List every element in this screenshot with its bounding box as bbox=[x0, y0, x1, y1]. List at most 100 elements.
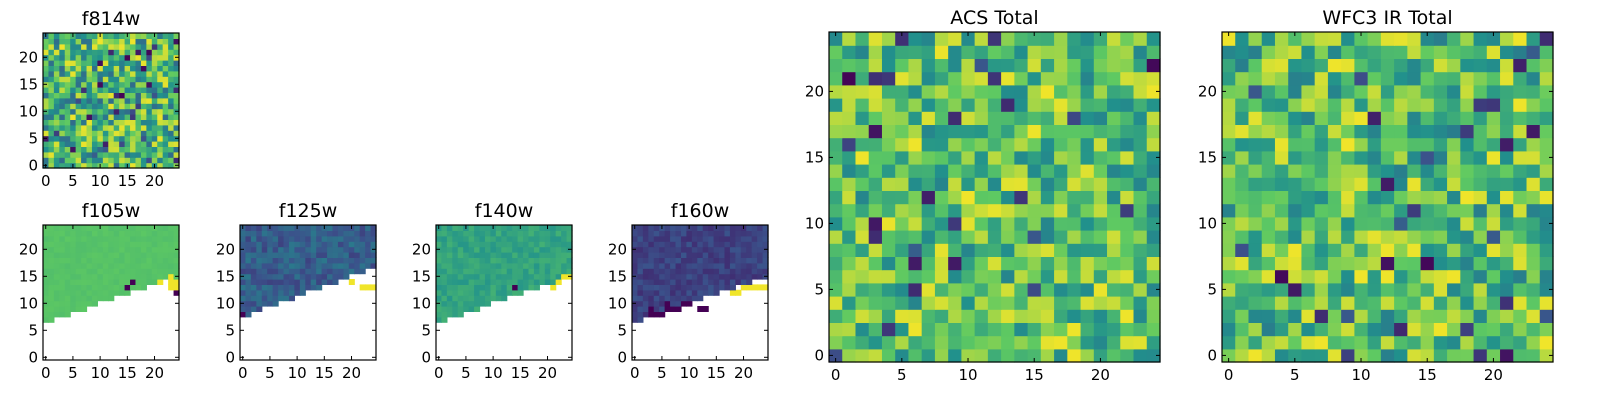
heatmap-cell bbox=[48, 273, 55, 280]
heatmap-cell bbox=[697, 273, 704, 280]
heatmap-cell bbox=[1027, 282, 1042, 297]
heatmap-cell bbox=[921, 124, 936, 139]
heatmap-cell bbox=[1274, 164, 1289, 178]
heatmap-cell bbox=[1261, 111, 1276, 125]
heatmap-cell bbox=[59, 225, 66, 231]
heatmap-cell bbox=[1133, 190, 1148, 205]
heatmap-cell bbox=[506, 252, 513, 258]
heatmap-cell bbox=[1539, 322, 1554, 337]
heatmap-cell bbox=[484, 252, 491, 258]
heatmap-cell bbox=[1513, 309, 1528, 323]
heatmap-cell bbox=[948, 269, 962, 284]
axes-frame bbox=[239, 224, 377, 361]
heatmap-cell bbox=[908, 269, 923, 284]
y-tick-label: 0 bbox=[225, 348, 235, 366]
heatmap-cell bbox=[48, 316, 55, 323]
heatmap-cell bbox=[97, 70, 104, 77]
heatmap-cell bbox=[64, 114, 71, 120]
heatmap-cell bbox=[86, 114, 93, 120]
heatmap-cell bbox=[1539, 177, 1554, 191]
heatmap-cell bbox=[436, 268, 443, 275]
heatmap-cell bbox=[868, 256, 883, 271]
heatmap-cell bbox=[70, 119, 77, 126]
heatmap-cell bbox=[146, 81, 153, 88]
heatmap-cell bbox=[517, 257, 524, 264]
heatmap-cell bbox=[1054, 45, 1068, 59]
heatmap-cell bbox=[517, 230, 524, 237]
heatmap-cell bbox=[113, 235, 120, 242]
heatmap-cell bbox=[987, 137, 1002, 152]
heatmap-cell bbox=[441, 235, 448, 242]
heatmap-cell bbox=[157, 119, 164, 126]
heatmap-cell bbox=[1526, 58, 1541, 73]
heatmap-cell bbox=[157, 157, 164, 164]
heatmap-cell bbox=[757, 235, 764, 242]
heatmap-cell bbox=[370, 241, 377, 248]
heatmap-cell bbox=[81, 252, 88, 258]
heatmap-cell bbox=[1301, 269, 1316, 284]
heatmap-cell bbox=[140, 114, 147, 120]
heatmap-cell bbox=[1235, 256, 1250, 271]
heatmap-cell bbox=[162, 92, 169, 99]
heatmap-cell bbox=[108, 70, 115, 77]
heatmap-cell bbox=[135, 141, 142, 147]
heatmap-cell bbox=[762, 262, 769, 269]
heatmap-cell bbox=[91, 81, 98, 88]
heatmap-cell bbox=[1526, 124, 1541, 139]
heatmap-cell bbox=[881, 322, 896, 337]
heatmap-cell bbox=[162, 103, 169, 110]
heatmap-cell bbox=[135, 135, 142, 142]
heatmap-cell bbox=[332, 241, 339, 248]
heatmap-cell bbox=[1539, 309, 1554, 323]
heatmap-cell bbox=[1080, 282, 1095, 297]
heatmap-cell bbox=[151, 76, 158, 83]
heatmap-cell bbox=[452, 225, 459, 231]
heatmap-cell bbox=[1120, 58, 1135, 73]
heatmap-cell bbox=[130, 97, 137, 104]
heatmap-cell bbox=[75, 114, 82, 120]
heatmap-cell bbox=[135, 33, 142, 39]
heatmap-cell bbox=[1327, 150, 1342, 165]
heatmap-cell bbox=[1067, 256, 1082, 271]
heatmap-cell bbox=[680, 295, 687, 302]
heatmap-cell bbox=[1146, 282, 1161, 297]
heatmap-cell bbox=[168, 279, 175, 285]
heatmap-cell bbox=[86, 225, 93, 231]
heatmap-cell bbox=[555, 225, 562, 231]
heatmap-cell bbox=[75, 230, 82, 237]
heatmap-cell bbox=[632, 252, 639, 258]
heatmap-cell bbox=[653, 246, 660, 253]
heatmap-cell bbox=[1120, 216, 1135, 231]
heatmap-cell bbox=[135, 225, 142, 231]
heatmap-cell bbox=[64, 92, 71, 99]
heatmap-cell bbox=[517, 246, 524, 253]
heatmap-cell bbox=[653, 241, 660, 248]
y-tick-label: 5 bbox=[814, 280, 824, 298]
heatmap-cell bbox=[829, 269, 843, 284]
heatmap-cell bbox=[119, 162, 126, 169]
heatmap-cell bbox=[1274, 203, 1289, 218]
heatmap-cell bbox=[1222, 58, 1236, 73]
heatmap-cell bbox=[1447, 177, 1461, 191]
heatmap-cell bbox=[1235, 177, 1250, 191]
heatmap-cell bbox=[533, 246, 540, 253]
heatmap-cell bbox=[70, 151, 77, 158]
heatmap-cell bbox=[495, 241, 502, 248]
heatmap-cell bbox=[1120, 256, 1135, 271]
heatmap-cell bbox=[124, 43, 131, 50]
heatmap-cell bbox=[1473, 84, 1488, 99]
heatmap-cell bbox=[680, 262, 687, 269]
heatmap-cell bbox=[855, 164, 870, 178]
heatmap-cell bbox=[278, 257, 285, 264]
heatmap-cell bbox=[48, 70, 55, 77]
heatmap-cell bbox=[1054, 98, 1068, 112]
heatmap-cell bbox=[332, 235, 339, 242]
heatmap-cell bbox=[637, 289, 644, 296]
heatmap-cell bbox=[140, 241, 147, 248]
heatmap-cell bbox=[533, 230, 540, 237]
heatmap-cell bbox=[140, 162, 147, 169]
heatmap-cell bbox=[533, 257, 540, 264]
heatmap-cell bbox=[1513, 71, 1528, 86]
heatmap-cell bbox=[675, 295, 682, 302]
y-tick-label: 5 bbox=[28, 129, 38, 147]
